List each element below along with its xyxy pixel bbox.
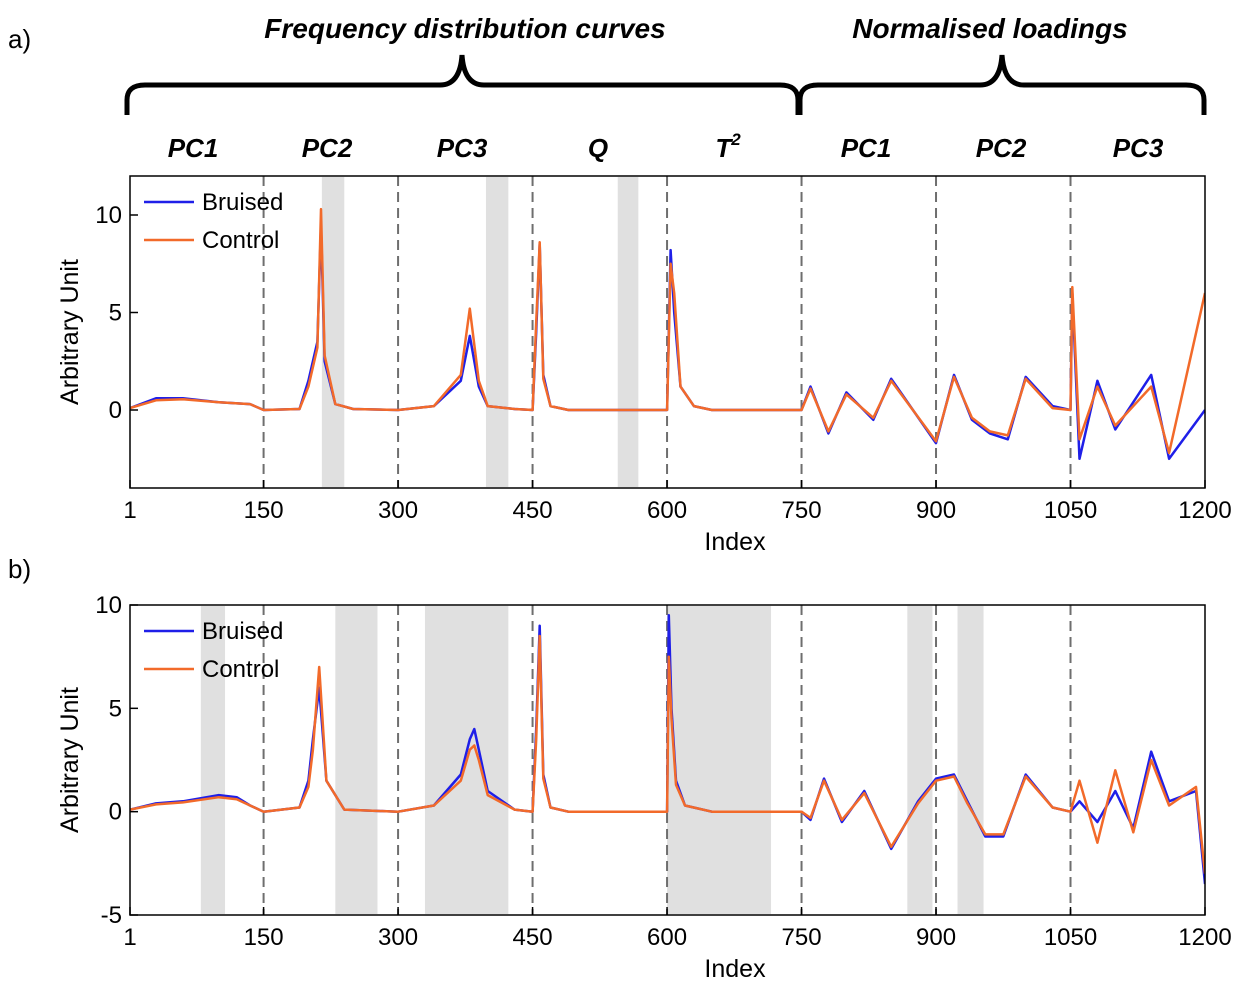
x-tick-label: 900: [916, 924, 956, 951]
group-title-frequency: Frequency distribution curves: [264, 13, 665, 44]
y-tick-label: 0: [109, 397, 122, 424]
y-tick-label: 5: [109, 695, 122, 722]
series-group: [130, 614, 1205, 885]
section-label-pc3: PC3: [437, 133, 488, 163]
header: Frequency distribution curves Normalised…: [124, 13, 1207, 163]
t2-superscript: 2: [730, 130, 741, 149]
highlight-band: [321, 177, 345, 487]
series-line-control: [130, 634, 1205, 874]
x-tick-label: 600: [647, 497, 687, 524]
x-axis-title: Index: [704, 528, 766, 556]
y-tick-label: -5: [101, 902, 122, 929]
highlight-band: [485, 177, 509, 487]
panel-letter: b): [8, 554, 31, 584]
highlight-band: [200, 606, 226, 914]
y-tick-label: 5: [109, 300, 122, 327]
section-label-pc2-loadings: PC2: [976, 133, 1027, 163]
section-label-q: Q: [588, 133, 608, 163]
legend-label-control: Control: [202, 656, 279, 683]
legend-label-control: Control: [202, 227, 279, 254]
highlight-band: [617, 177, 639, 487]
y-axis-title: Arbitrary Unit: [56, 259, 84, 405]
highlight-band: [667, 606, 772, 914]
highlight-band: [957, 606, 984, 914]
legend-label-bruised: Bruised: [202, 618, 283, 645]
panel-b: b) 1 150 300 450 600 750 900 1050 1200 -5 0 5 10 Index…: [8, 554, 1232, 983]
brace-normalised: [797, 54, 1207, 115]
x-tick-label: 1050: [1044, 497, 1097, 524]
x-tick-label: 300: [378, 497, 418, 524]
section-label-pc1: PC1: [168, 133, 219, 163]
series-group: [130, 207, 1205, 461]
x-tick-label: 600: [647, 924, 687, 951]
y-tick-label: 10: [95, 202, 122, 229]
section-label-pc2: PC2: [302, 133, 353, 163]
legend-label-bruised: Bruised: [202, 189, 283, 216]
highlight-band: [907, 606, 933, 914]
group-title-normalised: Normalised loadings: [852, 13, 1127, 44]
t2-base: T: [715, 133, 733, 163]
x-tick-label: 450: [513, 924, 553, 951]
x-tick-label: 150: [244, 924, 284, 951]
series-line-control: [130, 207, 1205, 455]
section-label-pc1-loadings: PC1: [841, 133, 892, 163]
section-label-pc3-loadings: PC3: [1113, 133, 1164, 163]
legend: Bruised Control: [144, 618, 283, 683]
x-tick-label: 750: [782, 924, 822, 951]
x-tick-label: 1: [123, 924, 136, 951]
brace-frequency: [124, 54, 801, 115]
x-tick-label: 1200: [1178, 924, 1231, 951]
x-tick-label: 150: [244, 497, 284, 524]
highlight-band: [335, 606, 378, 914]
x-tick-label: 1: [123, 497, 136, 524]
y-tick-label: 0: [109, 799, 122, 826]
x-tick-label: 300: [378, 924, 418, 951]
panel-a: a) 1 150 300 450 600 750 900 1050 1200 0 5 10 Index Ar…: [8, 24, 1232, 556]
x-tick-label: 900: [916, 497, 956, 524]
y-axis-title: Arbitrary Unit: [56, 687, 84, 833]
panel-letter: a): [8, 24, 31, 54]
section-label-t2: T2: [715, 130, 741, 163]
x-tick-label: 750: [782, 497, 822, 524]
x-tick-label: 1050: [1044, 924, 1097, 951]
x-axis-title: Index: [704, 955, 766, 983]
y-tick-label: 10: [95, 592, 122, 619]
x-tick-label: 450: [513, 497, 553, 524]
x-tick-label: 1200: [1178, 497, 1231, 524]
legend: Bruised Control: [144, 189, 283, 254]
